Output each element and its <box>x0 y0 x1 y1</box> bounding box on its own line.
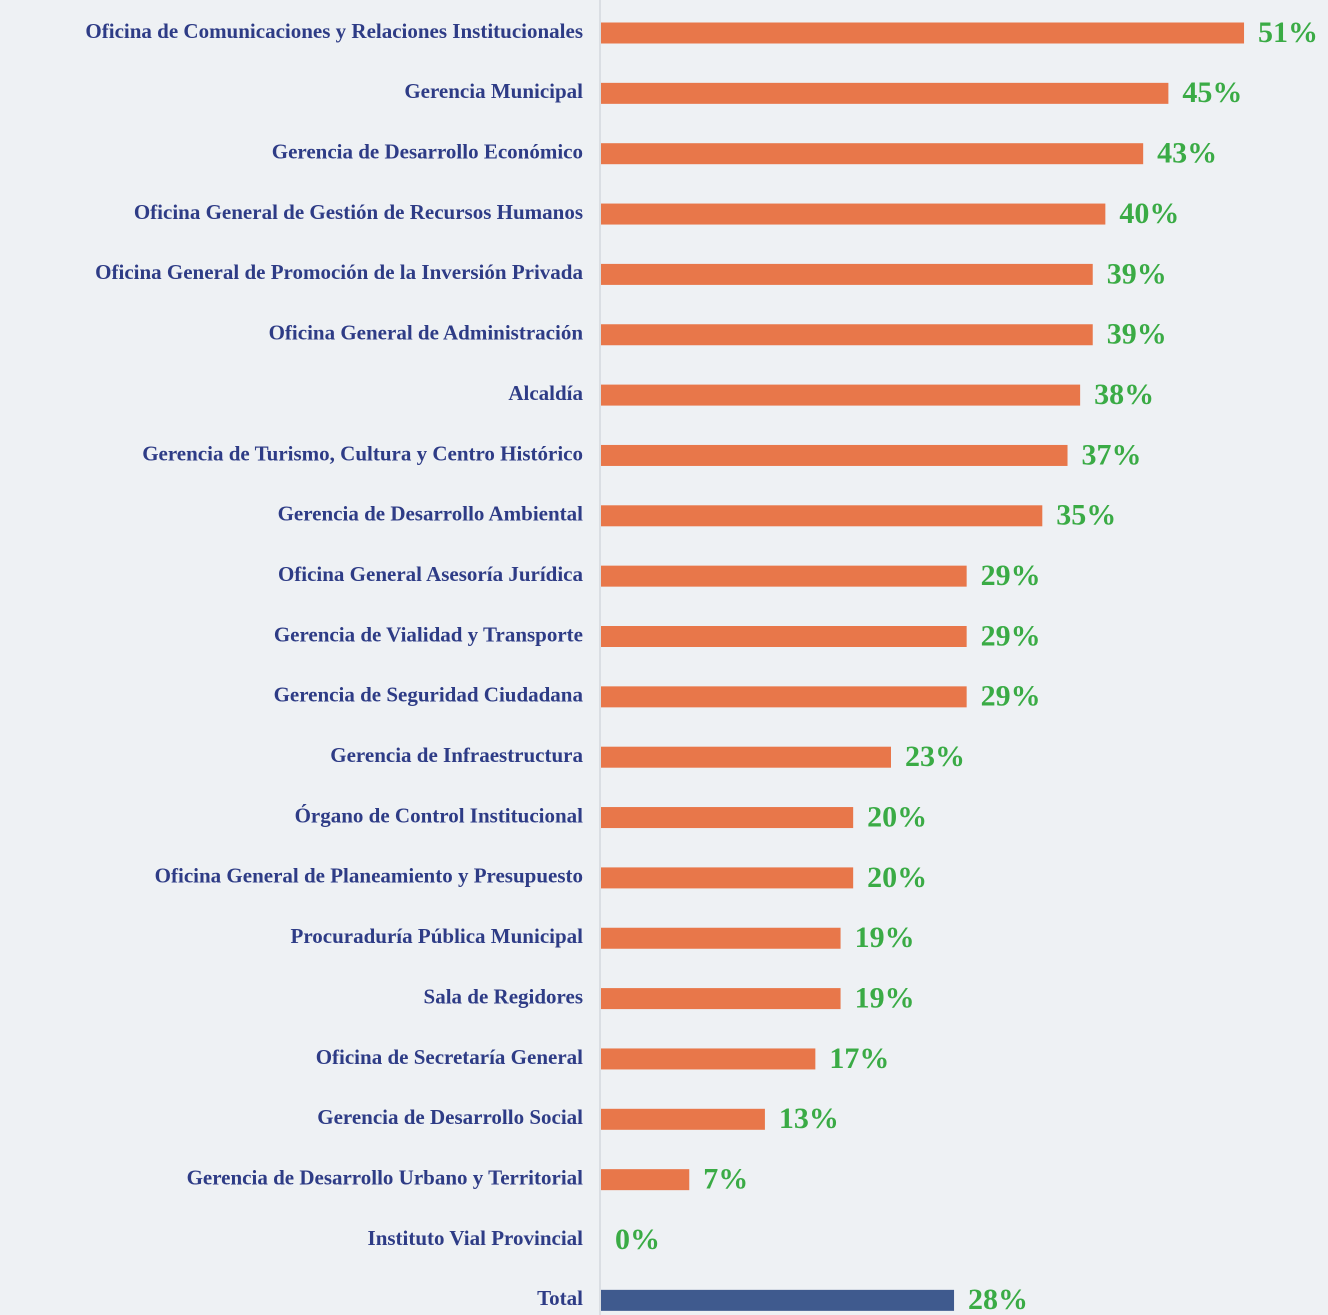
value-label: 28% <box>968 1283 1028 1315</box>
category-label: Gerencia de Desarrollo Urbano y Territor… <box>187 1165 584 1189</box>
bar <box>601 807 854 829</box>
category-label: Total <box>537 1286 583 1310</box>
bar <box>601 505 1043 527</box>
bar <box>601 988 841 1010</box>
value-label: 7% <box>703 1163 748 1196</box>
category-label: Gerencia de Desarrollo Económico <box>272 140 583 164</box>
bar <box>601 746 891 768</box>
bar <box>601 927 841 949</box>
category-label: Gerencia de Desarrollo Social <box>317 1105 583 1129</box>
value-label: 43% <box>1157 137 1217 170</box>
bar <box>601 324 1093 346</box>
category-label: Instituto Vial Provincial <box>368 1226 584 1250</box>
category-label: Gerencia de Seguridad Ciudadana <box>274 683 584 707</box>
value-label: 51% <box>1258 16 1318 49</box>
value-label: 0% <box>615 1223 660 1256</box>
value-label: 20% <box>867 861 927 894</box>
bar <box>601 203 1106 225</box>
value-label: 29% <box>981 680 1041 713</box>
category-label: Gerencia de Vialidad y Transporte <box>274 622 583 646</box>
category-label: Sala de Regidores <box>424 984 583 1008</box>
value-label: 13% <box>779 1102 839 1135</box>
category-label: Gerencia de Turismo, Cultura y Centro Hi… <box>142 441 583 465</box>
category-label: Oficina General de Promoción de la Inver… <box>95 260 583 284</box>
category-label: Alcaldía <box>508 381 583 405</box>
category-label: Oficina de Comunicaciones y Relaciones I… <box>85 19 583 43</box>
category-label: Oficina General de Administración <box>269 321 584 345</box>
value-label: 39% <box>1107 318 1167 351</box>
bar <box>601 1108 765 1130</box>
value-label: 40% <box>1119 197 1179 230</box>
value-label: 45% <box>1182 76 1242 109</box>
bar <box>601 565 967 587</box>
value-label: 19% <box>855 921 915 954</box>
category-label: Oficina General de Planeamiento y Presup… <box>155 864 583 888</box>
bar <box>601 626 967 647</box>
value-label: 37% <box>1082 438 1142 471</box>
category-label: Gerencia Municipal <box>404 79 583 103</box>
bar <box>601 143 1144 165</box>
category-label: Gerencia de Desarrollo Ambiental <box>278 502 584 526</box>
bar <box>601 1169 690 1191</box>
category-label: Órgano de Control Institucional <box>295 803 584 827</box>
category-label: Procuraduría Pública Municipal <box>291 924 584 948</box>
value-label: 38% <box>1094 378 1154 411</box>
category-label: Oficina de Secretaría General <box>316 1045 583 1069</box>
category-label: Gerencia de Infraestructura <box>330 743 583 767</box>
bar <box>601 22 1245 44</box>
value-label: 19% <box>855 981 915 1014</box>
value-label: 29% <box>981 619 1041 652</box>
bar <box>601 867 854 889</box>
bar <box>601 444 1068 466</box>
bar <box>601 263 1093 285</box>
value-label: 29% <box>981 559 1041 592</box>
bar <box>601 1289 955 1311</box>
bar <box>601 1048 816 1070</box>
bar <box>601 82 1169 104</box>
value-label: 39% <box>1107 257 1167 290</box>
value-label: 23% <box>905 740 965 773</box>
category-label: Oficina General Asesoría Jurídica <box>278 562 584 586</box>
value-label: 17% <box>829 1042 889 1075</box>
category-label: Oficina General de Gestión de Recursos H… <box>134 200 583 224</box>
bar <box>601 384 1081 406</box>
value-label: 35% <box>1056 499 1116 532</box>
value-label: 20% <box>867 800 927 833</box>
bar <box>601 686 967 708</box>
